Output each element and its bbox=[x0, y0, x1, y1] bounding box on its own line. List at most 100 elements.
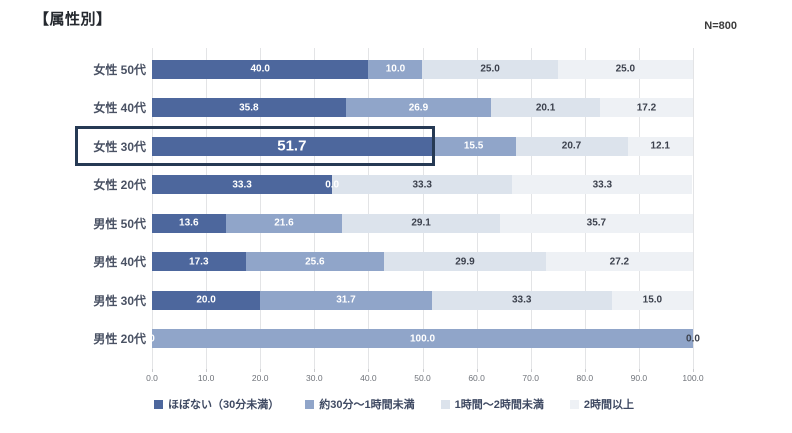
segment-value-label: 51.7 bbox=[277, 137, 307, 155]
legend-label: ほぼない（30分未満） bbox=[168, 399, 280, 411]
axis-tickmark bbox=[584, 369, 586, 372]
bar-segment: 35.8 bbox=[152, 98, 346, 118]
legend-swatch-icon bbox=[305, 399, 315, 409]
axis-tickmark bbox=[422, 369, 424, 372]
segment-value-label: 17.2 bbox=[636, 102, 657, 114]
bar-segment: 17.3 bbox=[152, 252, 246, 272]
bar-segment: 27.2 bbox=[545, 252, 693, 272]
bar-row: 男性 20代 0 100.0 0.0 bbox=[76, 320, 700, 359]
bar-segment: 21.6 bbox=[225, 213, 343, 233]
gridlines bbox=[152, 48, 694, 370]
category-label: 女性 40代 bbox=[93, 101, 146, 116]
bar-segment: 20.0 bbox=[152, 290, 261, 310]
bar-segment: 20.7 bbox=[515, 136, 628, 156]
chart-title: 【属性別】 bbox=[34, 11, 112, 28]
bar-segment: 13.6 bbox=[152, 213, 226, 233]
category-label: 女性 20代 bbox=[93, 178, 146, 193]
legend-swatch-icon bbox=[440, 399, 450, 409]
bar-segment: 15.5 bbox=[431, 136, 516, 156]
gridline bbox=[368, 48, 370, 370]
bar-segment: 33.3 bbox=[512, 175, 693, 195]
axis-tick-label: 90.0 bbox=[630, 373, 648, 383]
axis-tick-label: 100.0 bbox=[682, 373, 704, 383]
bar-area: 0 100.0 0.0 bbox=[149, 329, 700, 349]
axis-tickmark bbox=[368, 369, 370, 372]
legend: ほぼない（30分未満） 約30分〜1時間未満 1時間〜2時間未満 2時間以上 bbox=[154, 396, 634, 412]
legend-item: 2時間以上 bbox=[569, 396, 634, 412]
gridline bbox=[152, 48, 153, 370]
segment-value-label: 35.8 bbox=[239, 102, 259, 114]
bar-segment: 33.3 bbox=[152, 175, 333, 195]
gridline bbox=[530, 48, 532, 370]
bar-row: 女性 50代 40.0 10.0 25.0 25.0 bbox=[76, 50, 693, 89]
gridline bbox=[422, 48, 424, 370]
gridline bbox=[693, 48, 694, 370]
segment-value-label: 100.0 bbox=[409, 333, 436, 345]
axis-tickmark bbox=[638, 369, 640, 372]
category-label: 男性 30代 bbox=[93, 293, 146, 308]
axis-tickmark bbox=[530, 369, 532, 372]
axis-tick-label: 20.0 bbox=[251, 373, 269, 383]
bar-area: 51.7 15.5 20.7 12.1 bbox=[152, 136, 693, 156]
bar-segment: 33.3 bbox=[332, 175, 513, 195]
bar-area: 35.8 26.9 20.1 17.2 bbox=[152, 98, 693, 118]
bar-row: 女性 20代 33.3 0.0 33.3 33.3 bbox=[76, 166, 693, 205]
segment-value-label: 25.0 bbox=[615, 63, 636, 75]
category-label: 男性 20代 bbox=[93, 332, 146, 347]
x-axis: 0.0 10.0 20.0 30.0 40.0 50.0 60.0 70.0 80.0 90.0 1… bbox=[146, 369, 704, 385]
segment-value-label: 29.9 bbox=[455, 256, 475, 268]
bar-segment: 20.1 bbox=[491, 98, 600, 118]
segment-value-label: 33.3 bbox=[232, 179, 252, 191]
legend-label: 約30分〜1時間未満 bbox=[319, 399, 415, 411]
axis-tickmark bbox=[314, 369, 316, 372]
segment-value-label: 15.5 bbox=[463, 140, 484, 152]
segment-value-label: 15.0 bbox=[642, 294, 663, 306]
category-label: 男性 40代 bbox=[93, 255, 146, 270]
segment-value-label: 10.0 bbox=[385, 63, 406, 75]
segment-value-label: 27.2 bbox=[609, 256, 630, 268]
segment-value-label: 0.0 bbox=[686, 333, 700, 345]
bar-row: 男性 30代 20.0 31.7 33.3 15.0 bbox=[76, 281, 693, 320]
segment-value-label: 29.1 bbox=[411, 217, 431, 229]
legend-label: 2時間以上 bbox=[583, 399, 634, 411]
axis-tick-label: 40.0 bbox=[360, 373, 377, 383]
gridline bbox=[476, 48, 478, 370]
bar-segment: 26.9 bbox=[345, 98, 492, 118]
bar-segment: 29.1 bbox=[342, 213, 500, 233]
bar-segment: 25.0 bbox=[422, 59, 558, 79]
segment-value-label: 12.1 bbox=[650, 140, 670, 152]
axis-tick-label: 70.0 bbox=[522, 373, 539, 383]
axis-tick-label: 50.0 bbox=[414, 373, 431, 383]
bar-segment: 35.7 bbox=[499, 213, 693, 233]
segment-value-label: 40.0 bbox=[250, 63, 270, 75]
bar-row: 女性 40代 35.8 26.9 20.1 17.2 bbox=[76, 89, 693, 128]
axis-tick-label: 30.0 bbox=[306, 373, 323, 383]
gridline bbox=[260, 48, 262, 370]
bar-rows: 女性 50代 40.0 10.0 25.0 25.0 女性 40代 35.8 26.9 20.1… bbox=[76, 50, 700, 359]
legend-item: ほぼない（30分未満） bbox=[154, 396, 279, 412]
sample-size-label: N=800 bbox=[704, 20, 737, 32]
bar-segment: 33.3 bbox=[431, 290, 612, 310]
bar-segment: 17.2 bbox=[599, 98, 693, 118]
gridline bbox=[638, 48, 640, 370]
bar-area: 40.0 10.0 25.0 25.0 bbox=[152, 59, 693, 79]
bar-segment: 29.9 bbox=[384, 252, 546, 272]
category-label: 女性 30代 bbox=[93, 139, 146, 154]
segment-value-label: 35.7 bbox=[586, 217, 607, 229]
bar-segment: 100.0 bbox=[152, 329, 693, 349]
segment-value-label: 25.6 bbox=[305, 256, 325, 268]
legend-swatch-icon bbox=[154, 399, 163, 409]
segment-value-label: 17.3 bbox=[189, 256, 209, 268]
axis-tick-label: 0.0 bbox=[146, 373, 158, 383]
axis-tick-label: 60.0 bbox=[468, 373, 485, 383]
segment-value-label: 13.6 bbox=[179, 217, 199, 229]
bar-segment: 25.0 bbox=[557, 59, 693, 79]
axis-tickmark bbox=[206, 369, 208, 372]
axis-tick-label: 80.0 bbox=[576, 373, 594, 383]
bar-segment: 31.7 bbox=[260, 290, 432, 310]
category-label: 男性 50代 bbox=[93, 216, 146, 231]
highlight-box bbox=[75, 126, 435, 167]
gridline bbox=[584, 48, 586, 370]
bar-area: 20.0 31.7 33.3 15.0 bbox=[152, 290, 693, 310]
